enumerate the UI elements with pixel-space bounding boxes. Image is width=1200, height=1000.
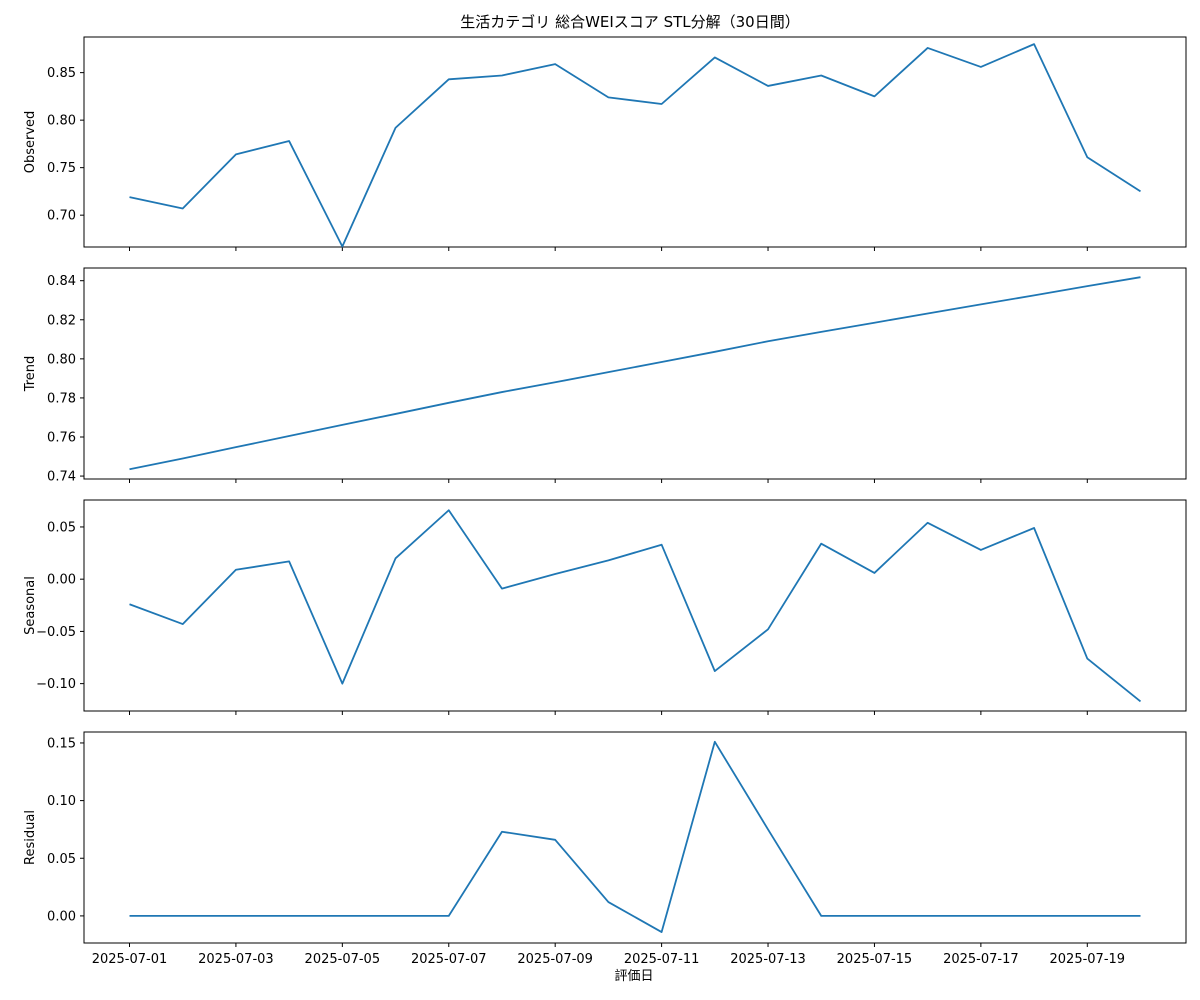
y-tick-label: 0.84 xyxy=(47,274,76,289)
y-tick-label: 0.05 xyxy=(47,520,76,535)
y-tick-label: 0.00 xyxy=(47,573,76,588)
panel-residual: 0.00 0.05 0.10 0.15 Residual 2025-07-01 2025-0… xyxy=(23,731,1187,967)
y-tick-label: 0.70 xyxy=(47,209,76,224)
y-axis-label-observed: Observed xyxy=(23,111,38,174)
series-line-residual xyxy=(129,740,1141,933)
x-tick-label: 2025-07-01 xyxy=(92,952,168,967)
axes-frame xyxy=(83,267,1187,480)
x-tick-label: 2025-07-15 xyxy=(837,952,913,967)
y-axis-label-seasonal: Seasonal xyxy=(23,576,38,635)
y-tick-label: 0.78 xyxy=(47,391,76,406)
chart-title: 生活カテゴリ 総合WEIスコア STL分解（30日間） xyxy=(460,13,799,31)
y-tick-label: −0.10 xyxy=(36,677,76,692)
axes-frame xyxy=(83,731,1187,944)
x-axis-label: 評価日 xyxy=(614,969,653,984)
x-tick-label: 2025-07-09 xyxy=(517,952,593,967)
series-line-observed xyxy=(129,43,1141,248)
y-tick-label: 0.80 xyxy=(47,114,76,129)
y-tick-label: 0.80 xyxy=(47,352,76,367)
axes-frame xyxy=(83,499,1187,712)
x-tick-label: 2025-07-05 xyxy=(305,952,381,967)
y-tick-label: 0.85 xyxy=(47,66,76,81)
y-tick-label: 0.75 xyxy=(47,161,76,176)
x-tick-label: 2025-07-03 xyxy=(198,952,274,967)
y-tick-label: 0.76 xyxy=(47,430,76,445)
x-tick-label: 2025-07-11 xyxy=(624,952,700,967)
y-tick-label: 0.15 xyxy=(47,736,76,751)
y-tick-label: 0.74 xyxy=(47,470,76,485)
axes-frame xyxy=(83,36,1187,248)
y-tick-label: −0.05 xyxy=(36,625,76,640)
y-tick-label: 0.05 xyxy=(47,852,76,867)
series-line-trend xyxy=(129,276,1141,471)
y-axis-label-trend: Trend xyxy=(23,356,38,393)
panel-seasonal: −0.10 −0.05 0.00 0.05 Seasonal xyxy=(23,499,1187,715)
series-line-seasonal xyxy=(129,509,1142,703)
y-axis-label-residual: Residual xyxy=(23,810,38,865)
panel-observed: 0.70 0.75 0.80 0.85 Observed xyxy=(23,36,1187,251)
x-tick-label: 2025-07-13 xyxy=(730,952,806,967)
y-tick-label: 0.00 xyxy=(47,909,76,924)
y-tick-label: 0.10 xyxy=(47,794,76,809)
x-tick-label: 2025-07-17 xyxy=(943,952,1019,967)
panels-group: 0.70 0.75 0.80 0.85 Observed 0.74 0.76 0.78 0.80… xyxy=(23,36,1187,967)
y-tick-label: 0.82 xyxy=(47,313,76,328)
panel-trend: 0.74 0.76 0.78 0.80 0.82 0.84 Trend xyxy=(23,267,1187,485)
x-tick-label: 2025-07-19 xyxy=(1050,952,1126,967)
x-tick-label: 2025-07-07 xyxy=(411,952,487,967)
